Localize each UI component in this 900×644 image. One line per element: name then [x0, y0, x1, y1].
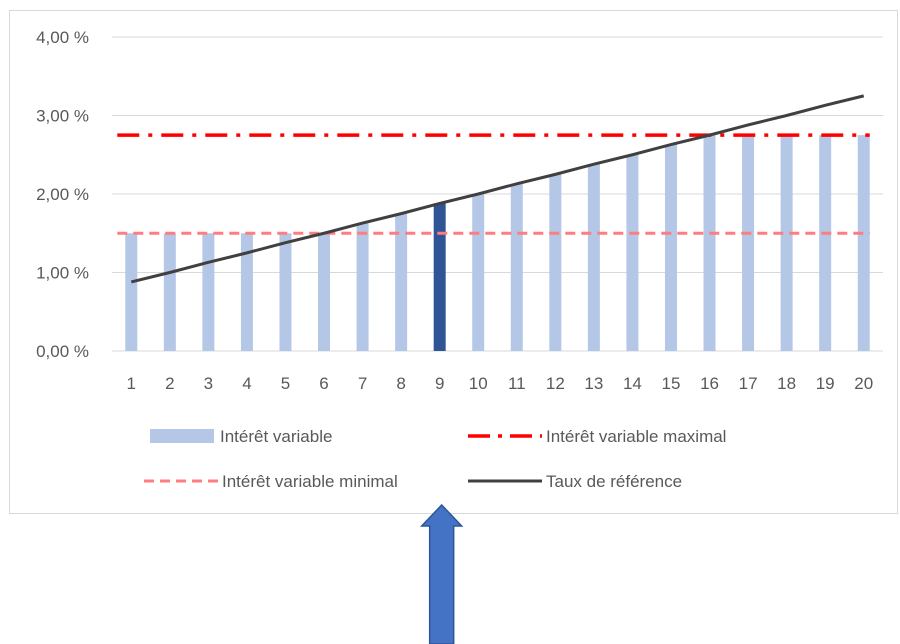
y-tick-label: 0,00 %: [36, 342, 89, 361]
y-tick-label: 1,00 %: [36, 264, 89, 283]
legend-label: Intérêt variable minimal: [222, 472, 398, 491]
bar: [819, 135, 832, 351]
bar: [780, 135, 793, 351]
x-tick-label: 8: [396, 374, 405, 393]
x-tick-label: 19: [816, 374, 835, 393]
bar: [857, 135, 870, 351]
x-tick-label: 15: [662, 374, 681, 393]
x-tick-label: 18: [777, 374, 796, 393]
bar: [587, 164, 600, 351]
chart-area-border: [9, 10, 898, 514]
bar: [318, 233, 331, 351]
series-line: [130, 94, 865, 284]
y-tick-label: 2,00 %: [36, 185, 89, 204]
x-tick-label: 13: [584, 374, 603, 393]
x-tick-label: 4: [242, 374, 251, 393]
bar: [356, 223, 369, 351]
x-tick-label: 17: [739, 374, 758, 393]
x-tick-label: 11: [508, 374, 526, 393]
x-tick-label: 5: [281, 374, 290, 393]
up-arrow-icon: [419, 503, 464, 644]
bar: [549, 174, 562, 351]
bar: [395, 213, 408, 351]
x-tick-label: 16: [700, 374, 719, 393]
bar: [742, 135, 755, 351]
bar: [510, 183, 523, 351]
legend-swatch: [150, 429, 214, 443]
bar: [472, 194, 485, 351]
x-tick-label: 20: [854, 374, 873, 393]
x-tick-label: 3: [204, 374, 213, 393]
bar: [163, 233, 176, 351]
x-tick-label: 2: [165, 374, 174, 393]
bar: [279, 233, 292, 351]
x-tick-label: 6: [319, 374, 328, 393]
legend-label: Intérêt variable: [220, 427, 332, 446]
bar: [125, 233, 138, 351]
y-tick-label: 4,00 %: [36, 28, 89, 47]
bar: [664, 144, 677, 351]
bar: [202, 233, 215, 351]
bar: [703, 135, 716, 351]
x-tick-label: 7: [358, 374, 367, 393]
bar: [626, 154, 639, 351]
legend-label: Intérêt variable maximal: [546, 427, 726, 446]
y-tick-label: 3,00 %: [36, 107, 89, 126]
x-tick-label: 10: [469, 374, 488, 393]
x-tick-label: 14: [623, 374, 642, 393]
x-tick-label: 1: [127, 374, 136, 393]
x-tick-label: 12: [546, 374, 565, 393]
x-tick-label: 9: [435, 374, 444, 393]
bar: [240, 233, 253, 351]
legend-label: Taux de référence: [546, 472, 682, 491]
bar-highlighted: [433, 203, 446, 351]
